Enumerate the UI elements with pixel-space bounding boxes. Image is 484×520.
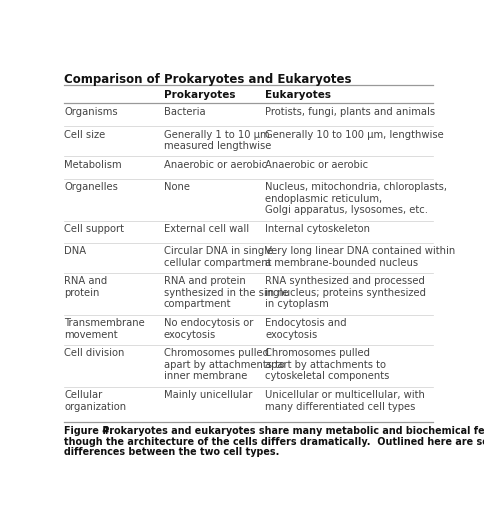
Text: Generally 1 to 10 μm
measured lengthwise: Generally 1 to 10 μm measured lengthwise <box>164 129 271 151</box>
Text: Organisms: Organisms <box>64 107 118 117</box>
Text: Prokaryotes: Prokaryotes <box>164 90 235 100</box>
Text: Cell size: Cell size <box>64 129 106 139</box>
Text: Prokaryotes and eukaryotes share many metabolic and biochemical features, even: Prokaryotes and eukaryotes share many me… <box>99 426 484 436</box>
Text: Very long linear DNA contained within
a membrane-bounded nucleus: Very long linear DNA contained within a … <box>265 246 455 268</box>
Text: Cell division: Cell division <box>64 348 124 358</box>
Text: differences between the two cell types.: differences between the two cell types. <box>64 447 279 457</box>
Text: Metabolism: Metabolism <box>64 160 122 170</box>
Text: Chromosomes pulled
apart by attachments to
cytoskeletal components: Chromosomes pulled apart by attachments … <box>265 348 389 381</box>
Text: Circular DNA in single
cellular compartment: Circular DNA in single cellular compartm… <box>164 246 272 268</box>
Text: DNA: DNA <box>64 246 86 256</box>
Text: Protists, fungi, plants and animals: Protists, fungi, plants and animals <box>265 107 435 117</box>
Text: Anaerobic or aerobic: Anaerobic or aerobic <box>265 160 368 170</box>
Text: RNA and protein
synthesized in the single
compartment: RNA and protein synthesized in the singl… <box>164 276 288 309</box>
Text: Figure 4.: Figure 4. <box>64 426 113 436</box>
Text: External cell wall: External cell wall <box>164 224 249 234</box>
Text: Nucleus, mitochondria, chloroplasts,
endoplasmic reticulum,
Golgi apparatus, lys: Nucleus, mitochondria, chloroplasts, end… <box>265 182 447 215</box>
Text: RNA synthesized and processed
in nucleus; proteins synthesized
in cytoplasm: RNA synthesized and processed in nucleus… <box>265 276 425 309</box>
Text: Internal cytoskeleton: Internal cytoskeleton <box>265 224 370 234</box>
Text: Unicellular or multicellular, with
many differentiated cell types: Unicellular or multicellular, with many … <box>265 390 424 411</box>
Text: Transmembrane
movement: Transmembrane movement <box>64 318 145 340</box>
Text: Organelles: Organelles <box>64 182 118 192</box>
Text: Anaerobic or aerobic: Anaerobic or aerobic <box>164 160 267 170</box>
Text: Bacteria: Bacteria <box>164 107 205 117</box>
Text: Mainly unicellular: Mainly unicellular <box>164 390 252 400</box>
Text: None: None <box>164 182 190 192</box>
Text: RNA and
protein: RNA and protein <box>64 276 107 298</box>
Text: Comparison of Prokaryotes and Eukaryotes: Comparison of Prokaryotes and Eukaryotes <box>64 73 351 86</box>
Text: Eukaryotes: Eukaryotes <box>265 90 331 100</box>
Text: Cellular
organization: Cellular organization <box>64 390 126 411</box>
Text: No endocytosis or
exocytosis: No endocytosis or exocytosis <box>164 318 253 340</box>
Text: Generally 10 to 100 μm, lengthwise: Generally 10 to 100 μm, lengthwise <box>265 129 443 139</box>
Text: Cell support: Cell support <box>64 224 124 234</box>
Text: Endocytosis and
exocytosis: Endocytosis and exocytosis <box>265 318 347 340</box>
Text: though the architecture of the cells differs dramatically.  Outlined here are so: though the architecture of the cells dif… <box>64 437 484 447</box>
Text: Chromosomes pulled
apart by attachments to
inner membrane: Chromosomes pulled apart by attachments … <box>164 348 285 381</box>
